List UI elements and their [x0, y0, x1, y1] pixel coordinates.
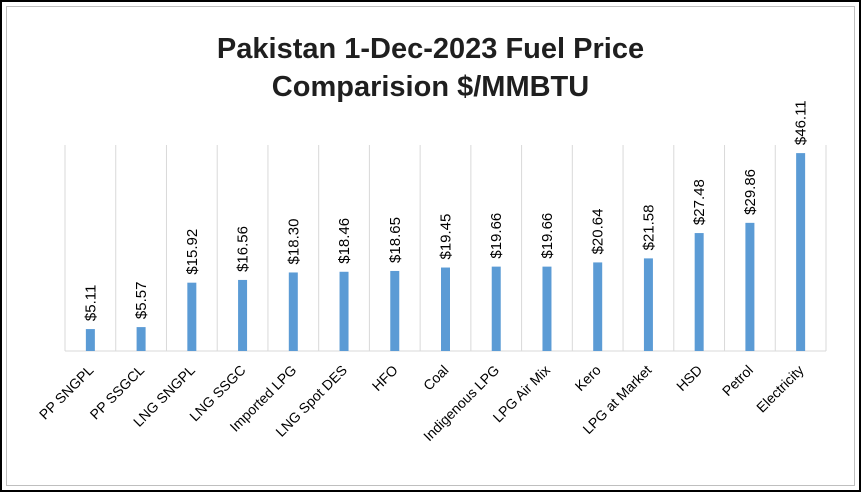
category-label: Coal: [420, 362, 452, 394]
bar: [238, 279, 248, 351]
chart-title-line-1: Pakistan 1-Dec-2023 Fuel Price: [216, 33, 645, 65]
bar: [694, 233, 704, 351]
bar: [187, 282, 197, 351]
bar: [136, 327, 146, 351]
data-label: $27.48: [691, 179, 708, 225]
category-label: Petrol: [719, 362, 756, 399]
category-label: Kero: [572, 362, 604, 394]
data-label: $19.66: [488, 213, 505, 259]
bar: [593, 262, 603, 351]
data-label: $19.45: [438, 214, 455, 260]
bar: [339, 271, 349, 351]
data-label: $5.11: [82, 285, 99, 321]
data-label: $46.11: [793, 100, 810, 145]
category-label: Electricity: [753, 362, 807, 416]
bar: [390, 270, 400, 351]
data-label: $19.66: [539, 213, 556, 259]
chart-title: Pakistan 1-Dec-2023 Fuel Price Comparisi…: [0, 30, 861, 106]
chart-area: [6, 6, 855, 486]
bar: [491, 266, 501, 351]
chart-title-line-2: Comparision $/MMBTU: [271, 71, 590, 103]
data-label: $18.30: [285, 219, 302, 265]
bar: [745, 222, 755, 351]
data-label: $18.46: [336, 218, 353, 264]
category-label: HFO: [369, 362, 401, 394]
bar: [796, 153, 806, 351]
bar: [288, 272, 298, 351]
bar: [542, 266, 552, 351]
data-label: $29.86: [742, 169, 759, 215]
data-label: $21.58: [640, 204, 657, 250]
data-label: $20.64: [590, 209, 607, 255]
bar: [85, 329, 95, 351]
data-label: $18.65: [387, 217, 404, 263]
data-label: $5.57: [133, 282, 150, 320]
category-label: HSD: [673, 362, 705, 394]
bar: [643, 258, 653, 351]
bar: [441, 267, 450, 351]
data-label: $16.56: [235, 226, 252, 272]
data-label: $15.92: [184, 229, 201, 275]
